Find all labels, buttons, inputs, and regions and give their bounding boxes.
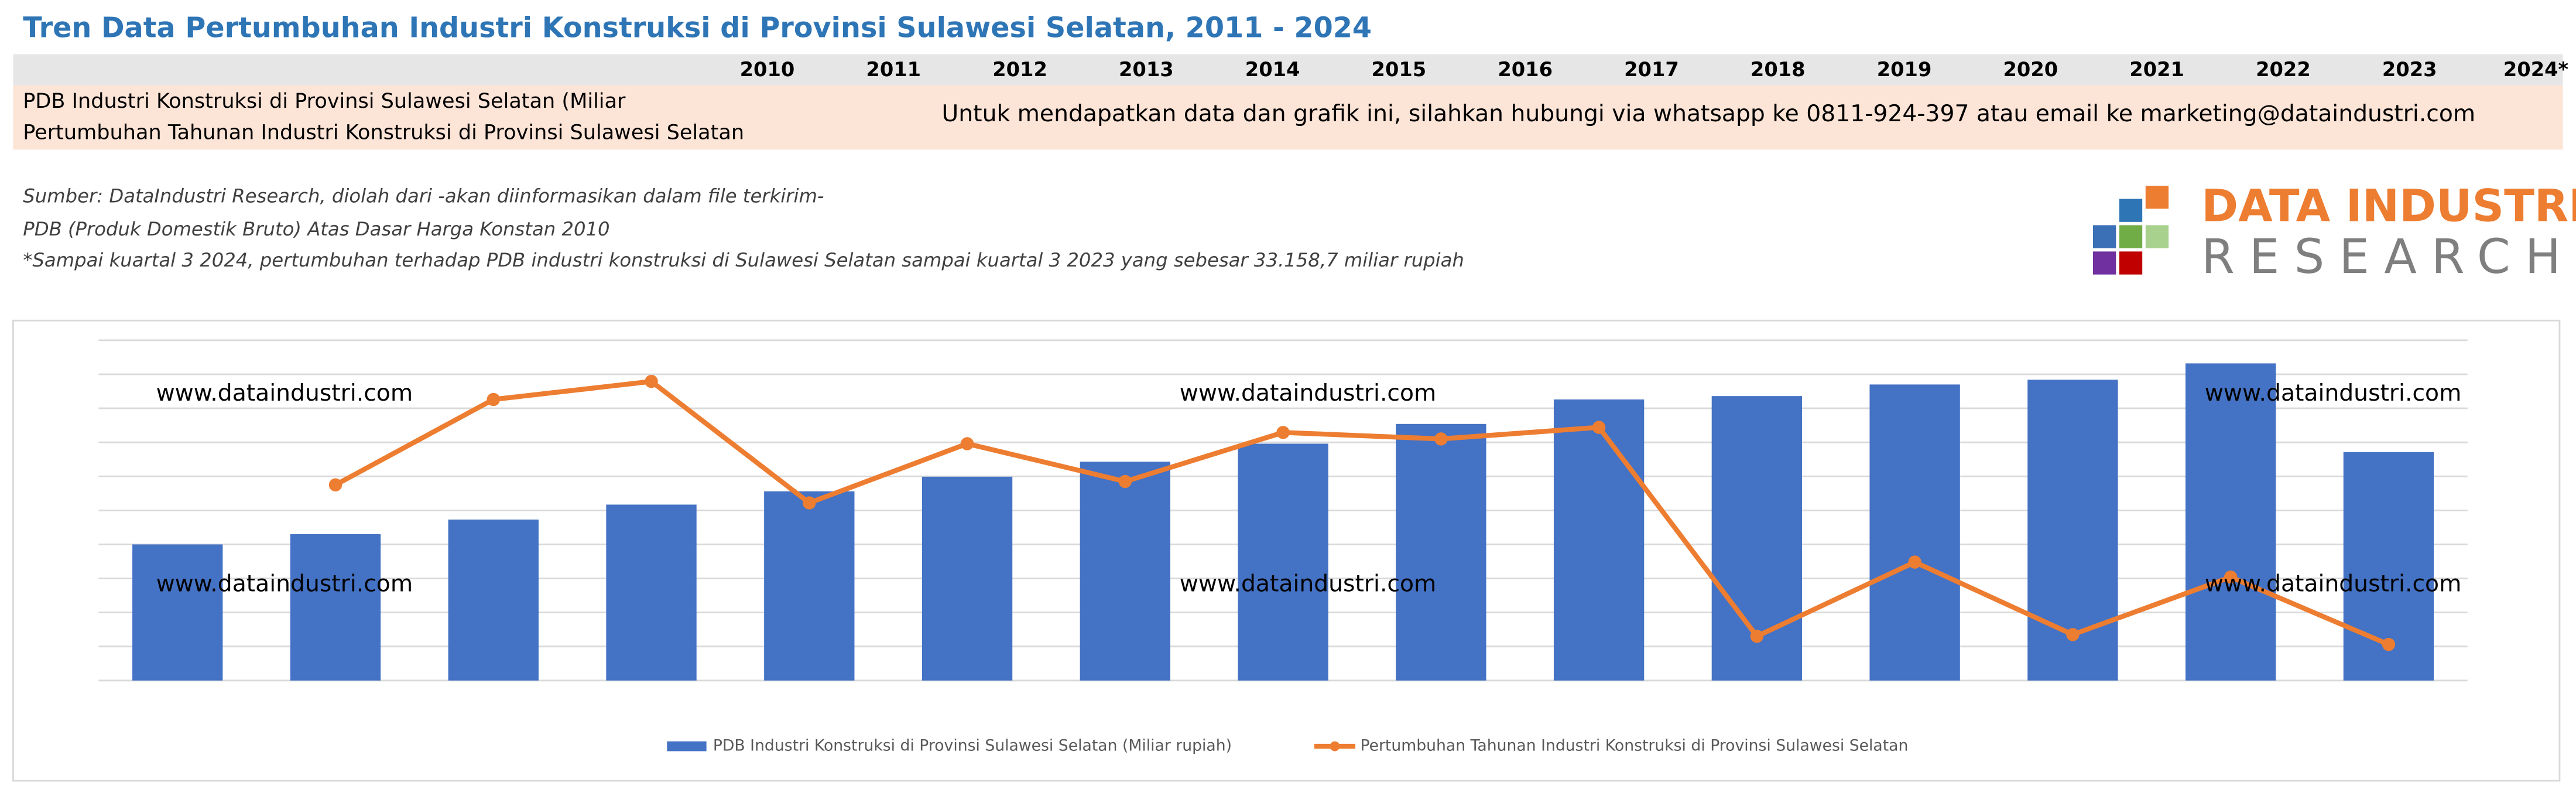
bar [1238, 443, 1328, 681]
logo-square [2119, 225, 2143, 248]
table-header-bg [13, 54, 2563, 86]
year-header: 2011 [866, 58, 921, 81]
logo-square [2145, 186, 2169, 209]
note: PDB (Produk Domestik Bruto) Atas Dasar H… [23, 218, 609, 240]
watermark: www.dataindustri.com [156, 380, 413, 407]
line-marker [328, 478, 342, 491]
line-marker [1276, 426, 1290, 439]
year-header: 2021 [2129, 58, 2184, 81]
line-marker [645, 374, 658, 388]
logo-text: DATA INDUSTRI [2201, 180, 2576, 231]
logo: DATA INDUSTRI RESEARCH [2093, 180, 2576, 285]
line-marker [1434, 432, 1448, 446]
bar [1553, 399, 1645, 681]
bar [606, 504, 697, 681]
year-header: 2015 [1372, 58, 1427, 81]
watermark: www.dataindustri.com [156, 571, 413, 597]
row-label: Pertumbuhan Tahunan Industri Konstruksi … [23, 120, 744, 144]
year-header: 2014 [1245, 58, 1300, 81]
year-header: 2022 [2256, 58, 2311, 81]
line-marker [2382, 637, 2396, 651]
bar [1396, 423, 1486, 681]
bar [1869, 384, 1960, 681]
line-marker [487, 392, 500, 407]
line-marker [803, 496, 816, 510]
row-label: PDB Industri Konstruksi di Provinsi Sula… [23, 89, 626, 113]
bar [2185, 363, 2276, 681]
year-header: 2019 [1877, 58, 1932, 81]
line-marker [960, 437, 974, 450]
year-header: 2010 [740, 58, 795, 81]
year-header: 2012 [992, 58, 1047, 81]
note: Sumber: DataIndustri Research, diolah da… [23, 185, 824, 207]
legend-swatch [1330, 741, 1340, 752]
watermark: www.dataindustri.com [1180, 571, 1437, 597]
note: *Sampai kuartal 3 2024, pertumbuhan terh… [23, 249, 1464, 271]
logo-text: RESEARCH [2201, 229, 2575, 285]
bar [448, 520, 539, 681]
watermark: www.dataindustri.com [2205, 380, 2462, 407]
legend-label: Pertumbuhan Tahunan Industri Konstruksi … [1360, 737, 1908, 755]
year-header: 2017 [1624, 58, 1679, 81]
year-header: 2018 [1751, 58, 1806, 81]
line-marker [1118, 474, 1132, 489]
year-header: 2024* [2503, 58, 2568, 81]
logo-square [2145, 225, 2169, 248]
watermark: www.dataindustri.com [1180, 380, 1437, 407]
year-header: 2020 [2003, 58, 2058, 81]
contact-message: Untuk mendapatkan data dan grafik ini, s… [942, 101, 2476, 127]
watermark: www.dataindustri.com [2205, 571, 2462, 597]
title: Tren Data Pertumbuhan Industri Konstruks… [23, 12, 1372, 45]
year-header: 2023 [2382, 58, 2437, 81]
bar [132, 544, 223, 681]
table-body-bg [13, 85, 2563, 150]
bar [764, 491, 855, 681]
bar [922, 476, 1013, 681]
line [334, 378, 2390, 647]
row-label-clip: PDB Industri Konstruksi di Provinsi Sula… [23, 89, 744, 144]
logo-square [2093, 225, 2116, 248]
bar [1080, 462, 1170, 681]
legend-label: PDB Industri Konstruksi di Provinsi Sula… [713, 737, 1232, 755]
year-header: 2016 [1498, 58, 1553, 81]
bar [290, 534, 381, 681]
logo-square [2093, 251, 2116, 275]
line-marker [2066, 628, 2080, 641]
year-row: 2010 2011 2012 2013 2014 2015 2016 2017 2018 2019… [740, 58, 2569, 81]
plot: www.dataindustri.com www.dataindustri.com… [98, 339, 2468, 755]
year-header: 2013 [1119, 58, 1174, 81]
line-marker [1750, 630, 1764, 643]
logo-square [2119, 251, 2143, 275]
legend-swatch [667, 741, 707, 752]
line-marker [2224, 570, 2238, 584]
line-marker [1592, 421, 1606, 434]
logo-square [2119, 199, 2143, 222]
line-marker [1908, 555, 1921, 569]
